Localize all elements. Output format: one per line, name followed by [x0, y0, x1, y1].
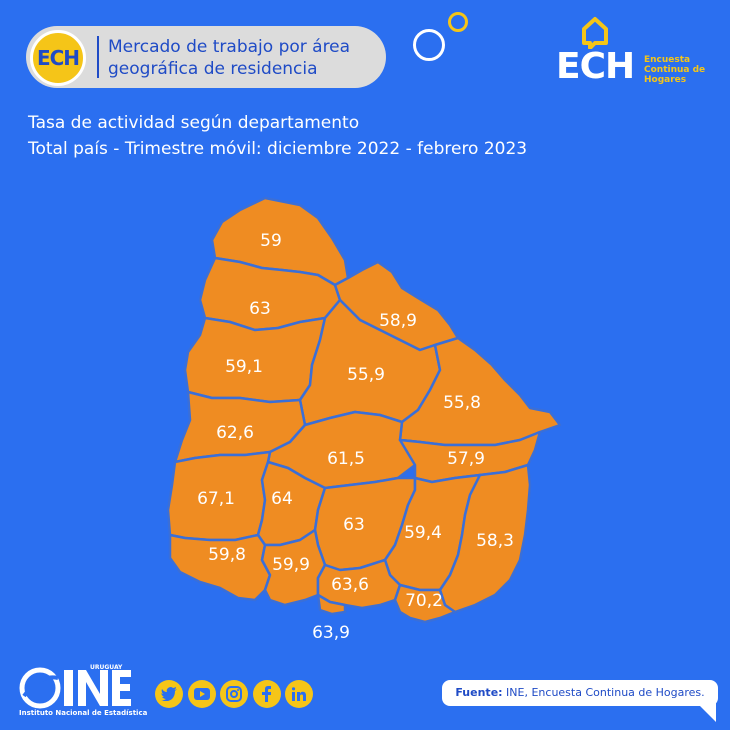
value-label-durazno: 61,5 — [327, 449, 365, 469]
badge-divider — [97, 36, 99, 78]
decor-circle-white — [413, 29, 445, 61]
instagram-icon[interactable] — [220, 680, 248, 708]
header-title: Mercado de trabajo por área geográfica d… — [108, 36, 378, 80]
value-label-salto: 63 — [249, 299, 271, 319]
value-label-rocha: 58,3 — [476, 531, 514, 551]
ine-caption: Instituto Nacional de Estadística — [19, 709, 148, 717]
value-label-florida: 63 — [343, 515, 365, 535]
value-label-cerro-largo: 55,8 — [443, 393, 481, 413]
facebook-icon[interactable] — [253, 680, 281, 708]
region-maldonado — [393, 583, 457, 624]
source-text: INE, Encuesta Continua de Hogares. — [502, 686, 705, 699]
twitter-icon[interactable] — [155, 680, 183, 708]
youtube-icon[interactable] — [188, 680, 216, 708]
house-icon — [582, 17, 608, 49]
value-label-soriano: 67,1 — [197, 489, 235, 509]
value-label-rivera: 58,9 — [379, 311, 417, 331]
map-subtitle-line1: Tasa de actividad según departamento — [28, 113, 360, 133]
map-regions — [166, 196, 562, 624]
decor-circle-yellow — [448, 12, 468, 32]
map-labels: 59 63 58,9 59,1 55,9 55,8 62,6 61,5 57,9 67,1 64 63… — [197, 231, 514, 643]
header-pill — [26, 26, 386, 88]
value-label-maldonado: 70,2 — [405, 591, 443, 611]
value-label-flores: 64 — [271, 489, 293, 509]
linkedin-icon[interactable] — [285, 680, 313, 708]
value-label-treinta-y-tres: 57,9 — [447, 449, 485, 469]
ech-badge-text: ECH — [36, 46, 80, 70]
value-label-montevideo: 63,9 — [312, 623, 350, 643]
logo-subtitle-line1: Encuesta — [644, 55, 691, 65]
logo-name: ECH — [556, 46, 635, 87]
ine-country: URUGUAY — [90, 664, 123, 671]
logo-subtitle-line3: Hogares — [644, 75, 687, 85]
ine-logo-icon — [19, 667, 131, 709]
ech-badge: ECH — [30, 30, 86, 86]
header-title-line2: geográfica de residencia — [108, 59, 318, 79]
header-title-line1: Mercado de trabajo por área — [108, 37, 351, 57]
value-label-colonia: 59,8 — [208, 545, 246, 565]
value-label-san-jose: 59,9 — [272, 555, 310, 575]
region-montevideo — [316, 593, 347, 616]
source-box-tail — [696, 702, 716, 722]
value-label-tacuarembo: 55,9 — [347, 365, 385, 385]
source-label: Fuente: — [455, 686, 503, 699]
map-subtitle-line2: Total país - Trimestre móvil: diciembre … — [28, 139, 528, 159]
logo-subtitle-line2: Continua de — [644, 65, 706, 75]
value-label-artigas: 59 — [260, 231, 282, 251]
value-label-lavalleja: 59,4 — [404, 523, 442, 543]
value-label-rio-negro: 62,6 — [216, 423, 254, 443]
source-note: Fuente: INE, Encuesta Continua de Hogare… — [442, 680, 718, 706]
value-label-canelones: 63,6 — [331, 575, 369, 595]
logo-subtitle: Encuesta Continua de Hogares — [644, 55, 724, 85]
region-rocha — [438, 463, 532, 614]
value-label-paysandu: 59,1 — [225, 357, 263, 377]
